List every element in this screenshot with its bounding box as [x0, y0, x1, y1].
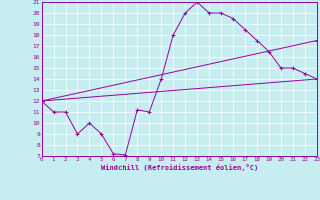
X-axis label: Windchill (Refroidissement éolien,°C): Windchill (Refroidissement éolien,°C)	[100, 164, 258, 171]
